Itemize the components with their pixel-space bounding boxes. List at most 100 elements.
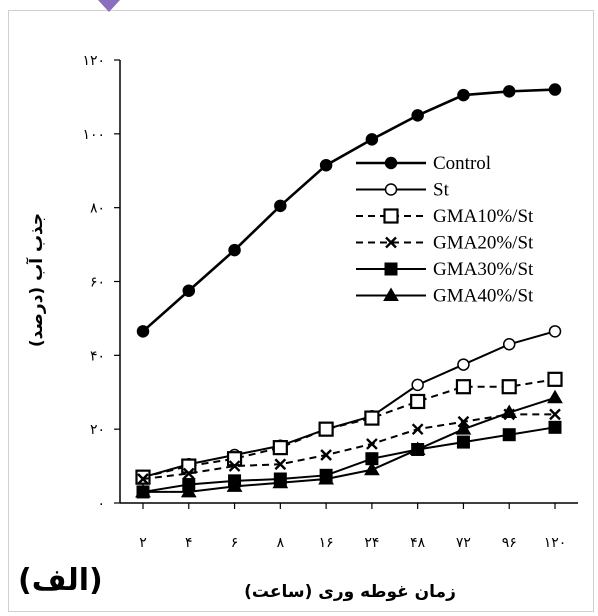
data-point — [182, 467, 195, 480]
data-point — [501, 379, 517, 395]
data-point-stroke — [320, 449, 332, 461]
y-tick-label: ۲۰ — [90, 422, 105, 438]
data-point — [180, 483, 197, 498]
data-point — [274, 458, 287, 471]
x-tick-label: ۸ — [277, 535, 285, 551]
series-line — [142, 426, 556, 493]
data-point — [455, 379, 472, 395]
data-point — [385, 236, 397, 249]
x-tick-label: ۱۶ — [319, 535, 334, 551]
y-tick-label: ۱۲۰ — [82, 53, 105, 69]
data-point — [502, 338, 516, 351]
y-tick-label: ۰ — [97, 496, 105, 512]
data-point — [455, 421, 472, 435]
data-point — [320, 449, 332, 461]
data-point — [411, 109, 424, 122]
data-point — [549, 408, 561, 421]
legend-item: Control — [356, 153, 491, 174]
x-tick-label: ۷۲ — [456, 535, 471, 551]
data-point — [318, 421, 334, 437]
data-point — [137, 473, 149, 485]
data-point — [457, 88, 470, 102]
series-4 — [137, 408, 561, 485]
data-point — [366, 438, 378, 450]
data-point — [226, 451, 243, 467]
legend-label: GMA10%/St — [433, 206, 534, 227]
data-point-stroke — [228, 460, 241, 472]
data-point-stroke — [182, 467, 195, 480]
data-point — [383, 287, 399, 301]
data-point — [365, 133, 379, 146]
legend-item: GMA40%/St — [356, 286, 534, 307]
y-axis-title: جذب آب (درصد) — [25, 213, 47, 347]
data-point — [456, 435, 470, 449]
x-tick-label: ۶ — [231, 535, 239, 551]
x-tick-label: ۲۴ — [364, 535, 379, 551]
x-tick-label: ۴ — [185, 535, 193, 551]
data-point-stroke — [411, 423, 424, 436]
data-point — [181, 458, 197, 474]
series-line — [142, 330, 556, 479]
series-line — [142, 413, 555, 480]
data-point-stroke — [366, 438, 378, 450]
series-5 — [136, 420, 562, 499]
data-point — [411, 378, 424, 392]
data-point-stroke — [385, 236, 397, 249]
data-point — [364, 410, 380, 426]
data-point — [364, 461, 380, 476]
y-tick-label: ۶۰ — [90, 275, 105, 291]
series-line — [142, 88, 556, 333]
data-point — [228, 460, 241, 472]
data-point — [383, 208, 399, 224]
data-point — [226, 478, 243, 492]
series-6 — [135, 389, 563, 498]
data-point — [182, 284, 196, 297]
data-point — [502, 428, 516, 442]
data-point — [548, 325, 562, 338]
data-point — [548, 420, 562, 434]
legend-label: GMA30%/St — [433, 259, 534, 280]
legend-item: St — [356, 180, 450, 201]
chart-frame — [8, 10, 594, 612]
legend-label: GMA40%/St — [433, 286, 534, 307]
data-point — [272, 474, 289, 489]
series-line — [142, 378, 556, 479]
data-point — [272, 440, 288, 456]
x-tick-label: ۱۲۰ — [544, 535, 567, 551]
series-2 — [136, 325, 562, 484]
x-axis-title: زمان غوطه وری (ساعت) — [244, 582, 456, 602]
data-point — [409, 441, 426, 455]
data-point — [411, 423, 424, 436]
x-tick-label: ۴۸ — [410, 535, 426, 551]
data-point — [410, 393, 426, 410]
data-point — [547, 389, 563, 404]
data-point-stroke — [137, 473, 149, 485]
data-point — [501, 404, 518, 419]
series-line — [143, 396, 556, 493]
data-point — [228, 243, 241, 257]
y-tick-label: ۸۰ — [90, 201, 105, 217]
data-point — [135, 469, 151, 485]
data-point — [457, 358, 470, 371]
legend-label: GMA20%/St — [433, 233, 534, 254]
y-tick-label: ۱۰۰ — [82, 127, 105, 143]
data-point-stroke — [274, 458, 287, 471]
data-point — [318, 471, 334, 485]
panel-label: (الف) — [18, 563, 103, 598]
data-point — [274, 199, 287, 213]
data-point — [135, 483, 151, 498]
x-tick-label: ۹۶ — [502, 535, 517, 551]
corner-decoration — [98, 0, 120, 12]
x-tick-label: ۲ — [139, 535, 147, 551]
legend-item: GMA30%/St — [356, 259, 534, 280]
data-point — [548, 83, 562, 96]
series-1 — [136, 83, 562, 338]
data-point-stroke — [549, 408, 561, 421]
legend-label: St — [433, 180, 450, 201]
legend-label: Control — [433, 153, 491, 174]
legend-item: GMA10%/St — [356, 206, 534, 227]
data-point — [502, 85, 516, 98]
y-tick-label: ۴۰ — [90, 348, 105, 364]
data-point — [136, 325, 150, 338]
